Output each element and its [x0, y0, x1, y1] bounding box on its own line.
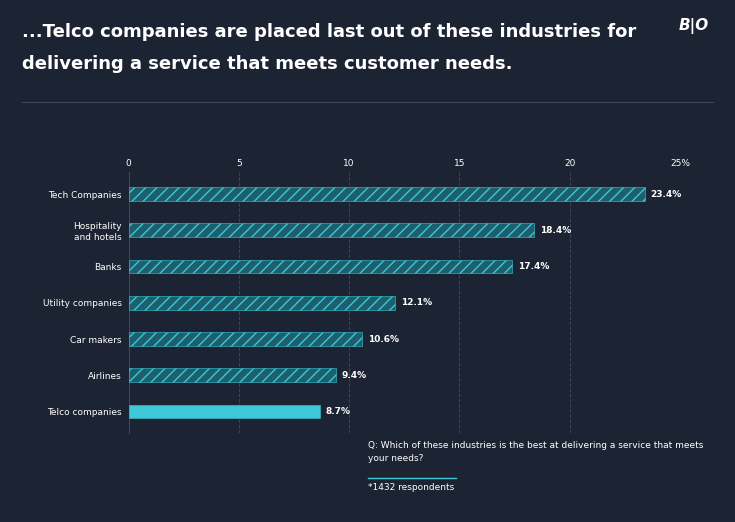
Text: Q: Which of these industries is the best at delivering a service that meets
your: Q: Which of these industries is the best…	[368, 441, 703, 462]
Bar	[129, 187, 645, 201]
Text: 8.7%: 8.7%	[326, 407, 351, 416]
Bar	[129, 223, 534, 237]
Text: ...Telco companies are placed last out of these industries for: ...Telco companies are placed last out o…	[22, 23, 637, 41]
Text: 18.4%: 18.4%	[539, 226, 571, 235]
Text: 17.4%: 17.4%	[517, 262, 549, 271]
Text: 23.4%: 23.4%	[650, 189, 681, 198]
Text: delivering a service that meets customer needs.: delivering a service that meets customer…	[22, 55, 512, 73]
Bar	[129, 296, 395, 310]
Text: B|O: B|O	[679, 18, 709, 34]
Text: 9.4%: 9.4%	[341, 371, 367, 380]
Bar	[129, 405, 320, 419]
Text: 12.1%: 12.1%	[401, 298, 432, 307]
Bar	[129, 369, 336, 382]
Text: *1432 respondents: *1432 respondents	[368, 483, 453, 492]
Bar	[129, 259, 512, 274]
Bar	[129, 332, 362, 346]
Text: 10.6%: 10.6%	[368, 335, 399, 343]
